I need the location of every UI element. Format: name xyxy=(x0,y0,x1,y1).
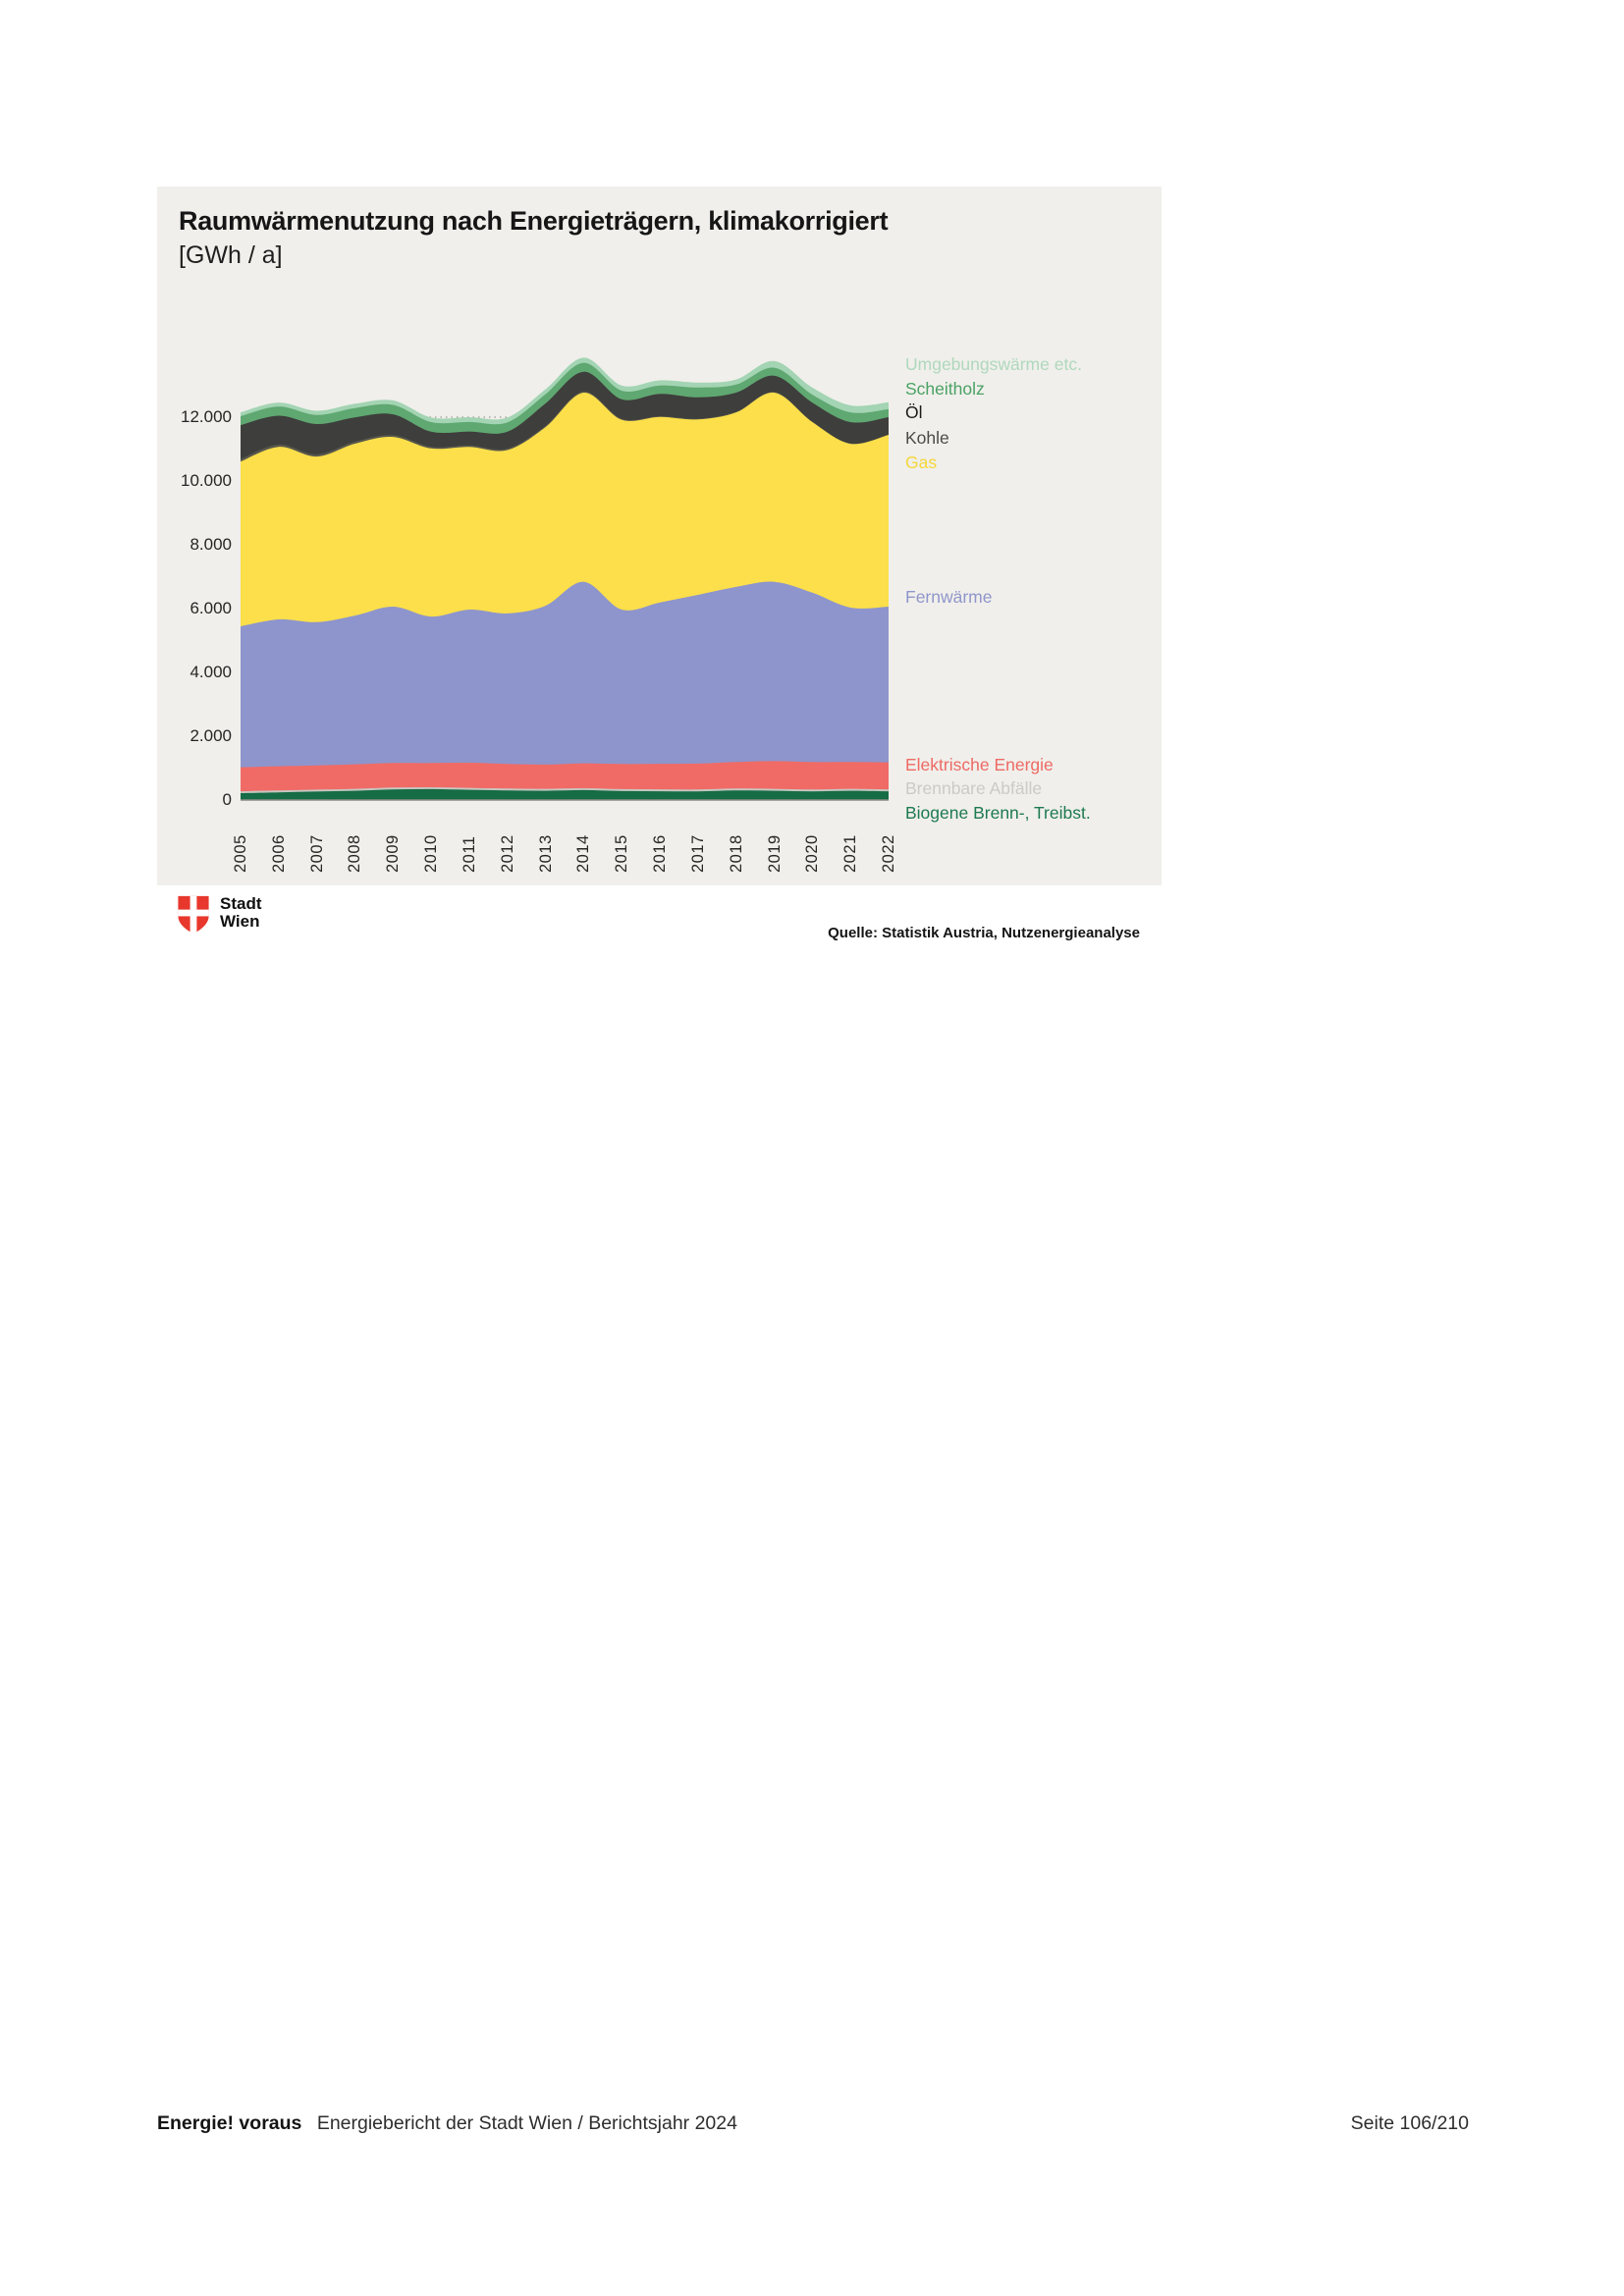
logo-line-1: Stadt xyxy=(220,894,262,913)
footer-report-title: Energiebericht der Stadt Wien / Berichts… xyxy=(316,2112,737,2134)
source-caption: Quelle: Statistik Austria, Nutzenergiean… xyxy=(828,925,1140,941)
logo-line-2: Wien xyxy=(220,912,260,931)
legend-gas: Gas xyxy=(905,453,938,472)
area-fernwaerme xyxy=(241,581,889,800)
legend-elektrische: Elektrische Energie xyxy=(905,755,1054,774)
x-tick-label-2020: 2020 xyxy=(803,834,822,873)
y-tick-label-8.000: 8.000 xyxy=(189,535,232,554)
x-tick-label-2007: 2007 xyxy=(307,834,326,873)
footer-page-number: Seite 106/210 xyxy=(1350,2112,1469,2134)
x-tick-label-2022: 2022 xyxy=(880,834,897,873)
footer-brand: Energie! voraus xyxy=(157,2112,302,2134)
x-tick-label-2015: 2015 xyxy=(613,834,631,873)
chart-title: Raumwärmenutzung nach Energieträgern, kl… xyxy=(179,206,889,236)
chart-unit-label: [GWh / a] xyxy=(179,241,283,269)
stadt-wien-logo: Stadt Wien xyxy=(177,895,262,934)
y-tick-label-0: 0 xyxy=(222,790,232,809)
x-tick-label-2018: 2018 xyxy=(727,834,745,873)
x-tick-label-2005: 2005 xyxy=(232,834,249,873)
x-tick-label-2009: 2009 xyxy=(384,834,403,873)
footer-left: Energie! voraus Energiebericht der Stadt… xyxy=(157,2112,737,2135)
x-tick-label-2016: 2016 xyxy=(651,834,670,873)
y-tick-label-12.000: 12.000 xyxy=(181,407,232,426)
x-tick-label-2019: 2019 xyxy=(765,834,784,873)
y-tick-label-4.000: 4.000 xyxy=(189,663,232,681)
legend-umgebungswaerme: Umgebungswärme etc. xyxy=(905,354,1082,374)
page-footer: Energie! voraus Energiebericht der Stadt… xyxy=(157,2112,1469,2135)
x-tick-label-2010: 2010 xyxy=(422,834,441,873)
x-tick-label-2012: 2012 xyxy=(498,834,516,873)
x-tick-label-2008: 2008 xyxy=(346,834,364,873)
chart-panel: Raumwärmenutzung nach Energieträgern, kl… xyxy=(157,187,1162,885)
y-tick-label-6.000: 6.000 xyxy=(189,599,232,617)
x-tick-label-2006: 2006 xyxy=(269,834,288,873)
x-tick-label-2014: 2014 xyxy=(574,834,593,873)
y-tick-label-10.000: 10.000 xyxy=(181,471,232,490)
x-tick-label-2021: 2021 xyxy=(841,834,860,873)
area-biogene xyxy=(241,788,889,800)
legend-oel: Öl xyxy=(905,402,923,422)
legend-biogene: Biogene Brenn-, Treibst. xyxy=(905,803,1091,823)
stacked-area-plot xyxy=(241,357,889,801)
x-tick-label-2011: 2011 xyxy=(460,835,478,873)
wien-shield-icon xyxy=(178,895,209,934)
logo-text: Stadt Wien xyxy=(220,895,262,931)
legend-kohle: Kohle xyxy=(905,428,949,448)
legend-abfaelle: Brennbare Abfälle xyxy=(905,778,1043,798)
x-tick-label-2013: 2013 xyxy=(536,834,555,873)
y-tick-label-2.000: 2.000 xyxy=(189,726,232,745)
legend-scheitholz: Scheitholz xyxy=(905,379,985,399)
x-tick-label-2017: 2017 xyxy=(688,834,707,873)
legend-fernwaerme: Fernwärme xyxy=(905,587,993,607)
